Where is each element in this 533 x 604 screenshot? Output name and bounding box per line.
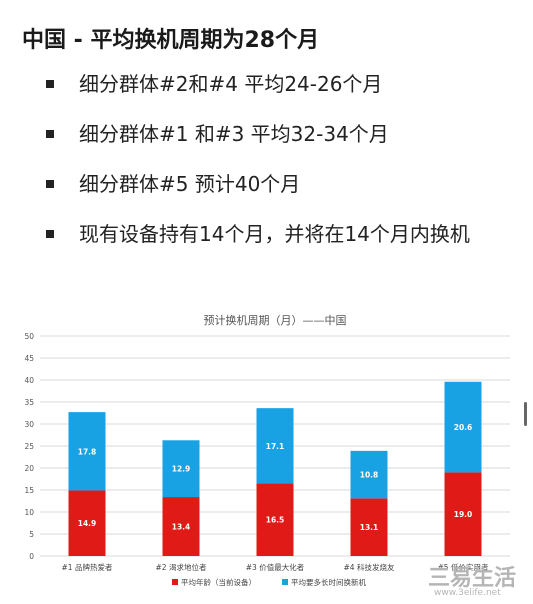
watermark-text: 三易生活: [428, 566, 517, 591]
y-tick-label: 30: [24, 420, 34, 429]
bar-segment-time-to-replace: [444, 381, 482, 473]
bar-segment-current-age: [350, 498, 388, 556]
y-tick-label: 0: [29, 552, 34, 561]
data-label: 16.5: [266, 516, 285, 525]
y-tick-label: 25: [24, 442, 34, 451]
x-tick-label: #1 品牌热爱者: [62, 562, 113, 572]
y-tick-label: 40: [24, 376, 34, 385]
page-heading: 中国 - 平均换机周期为28个月: [22, 28, 320, 53]
data-label: 13.4: [172, 523, 191, 532]
watermark-url: www.3elife.net: [434, 588, 501, 598]
y-tick-label: 50: [24, 332, 34, 341]
bar-segment-time-to-replace: [68, 412, 106, 491]
legend-swatch-current-age: [172, 579, 178, 585]
legend-swatch-time-to-replace: [282, 579, 288, 585]
y-tick-label: 35: [24, 398, 34, 407]
y-tick-label: 10: [24, 508, 34, 517]
bullet-text: 现有设备持有14个月，并将在14个月内换机: [79, 222, 470, 246]
data-label: 12.9: [172, 465, 191, 474]
chart-card: 预计换机周期（月）——中国 0 5 10 15 20 25 30 35 40 45 50 14.9 17.…: [10, 308, 515, 600]
data-label: 17.1: [266, 442, 285, 451]
bar-segment-current-age: [162, 497, 200, 556]
bullet-square-icon: [46, 80, 54, 88]
data-label: 19.0: [454, 510, 473, 519]
bar-segment-current-age: [68, 490, 106, 556]
bar-segment-time-to-replace: [350, 450, 388, 499]
bullet-text: 细分群体#2和#4 平均24-26个月: [79, 72, 383, 96]
y-tick-label: 5: [29, 530, 34, 539]
bullet-square-icon: [46, 130, 54, 138]
legend-label: 平均要多长时间换新机: [291, 577, 366, 587]
y-tick-label: 20: [24, 464, 34, 473]
y-tick-label: 45: [24, 354, 34, 363]
data-label: 20.6: [454, 423, 473, 432]
legend-label: 平均年龄（当前设备）: [181, 577, 256, 587]
bar-segment-current-age: [444, 472, 482, 556]
data-label: 14.9: [78, 519, 97, 528]
stacked-bar-chart: 预计换机周期（月）——中国 0 5 10 15 20 25 30 35 40 45 50 14.9 17.…: [24, 313, 510, 587]
bullet-text: 细分群体#5 预计40个月: [79, 172, 301, 196]
scrollbar-thumb[interactable]: [524, 402, 527, 426]
x-tick-label: #4 科技发烧友: [344, 562, 395, 572]
data-label: 13.1: [360, 523, 379, 532]
y-tick-label: 15: [24, 486, 34, 495]
bullet-square-icon: [46, 230, 54, 238]
bar-segment-time-to-replace: [162, 440, 200, 498]
data-label: 10.8: [360, 471, 379, 480]
x-tick-label: #3 价值最大化者: [246, 562, 305, 572]
data-label: 17.8: [78, 447, 97, 456]
x-tick-label: #5 低价实用者: [438, 562, 489, 572]
bullet-text: 细分群体#1 和#3 平均32-34个月: [79, 122, 389, 146]
chart-title: 预计换机周期（月）——中国: [204, 313, 347, 327]
watermark-logo: 三易生活 www.3elife.net: [428, 560, 528, 600]
bar-segment-current-age: [256, 483, 294, 556]
bar-segment-time-to-replace: [256, 408, 294, 484]
bullet-square-icon: [46, 180, 54, 188]
x-tick-label: #2 渴求地位者: [156, 562, 207, 572]
